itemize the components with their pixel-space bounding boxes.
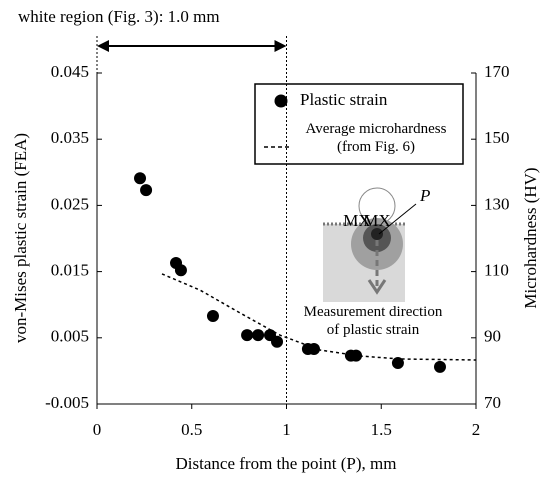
y2-axis-label: Microhardness (HV) [521, 167, 540, 308]
point [140, 184, 153, 197]
x-tick-label: 1.5 [371, 420, 392, 439]
inset-image: P MX MX [323, 186, 430, 302]
y2-tick-label: 170 [484, 62, 510, 81]
inset-caption: Measurement direction of plastic strain [303, 304, 443, 338]
annotation-text: white region (Fig. 3): 1.0 mm [18, 7, 220, 26]
point [174, 264, 187, 277]
inset-small-label: MX [343, 211, 370, 230]
point [206, 309, 219, 322]
y2-tick-label: 90 [484, 327, 501, 346]
legend-label: Average microhardness (from Fig. 6) [305, 121, 447, 155]
y2-tick-label: 110 [484, 261, 509, 280]
point [271, 335, 284, 348]
inset-point-label: P [419, 186, 430, 205]
y-axis-label: von-Mises plastic strain (FEA) [11, 133, 30, 343]
x-tick-label: 1 [282, 420, 291, 439]
y2-tick-label: 130 [484, 194, 510, 213]
x-tick-label: 2 [472, 420, 481, 439]
hardness-line [161, 273, 477, 361]
y-tick-label: 0.045 [51, 62, 89, 81]
x-tick-label: 0 [93, 420, 102, 439]
y2-tick-label: 70 [484, 393, 501, 412]
inset-point [371, 228, 383, 240]
y-tick-label: 0.005 [51, 327, 89, 346]
point [241, 329, 254, 342]
x-tick-label: 0.5 [181, 420, 202, 439]
point [307, 343, 320, 356]
y-tick-label: -0.005 [45, 393, 89, 412]
x-axis-label: Distance from the point (P), mm [176, 454, 397, 473]
y-tick-label: 0.035 [51, 128, 89, 147]
legend-marker [274, 94, 288, 108]
inset-small-label: MX [363, 211, 390, 230]
inset-pointer [378, 203, 417, 235]
point [391, 356, 404, 369]
y-tick-label: 0.015 [51, 261, 89, 280]
legend-label: Plastic strain [300, 90, 388, 109]
inset-arrowhead [367, 279, 387, 295]
y2-tick-label: 150 [484, 128, 510, 147]
point [134, 172, 147, 185]
y-tick-label: 0.025 [51, 194, 89, 213]
legend-box [254, 83, 464, 165]
point [252, 329, 265, 342]
point [433, 360, 446, 373]
